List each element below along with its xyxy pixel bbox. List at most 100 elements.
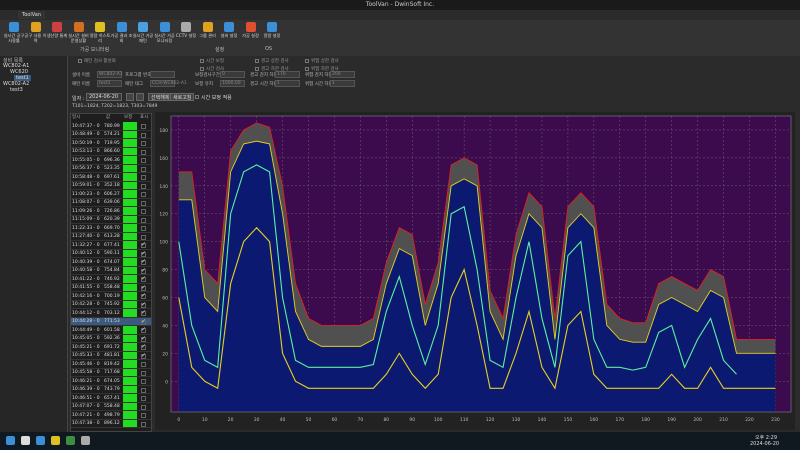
checkbox[interactable]	[78, 59, 82, 63]
checkbox[interactable]	[141, 175, 146, 180]
checkbox[interactable]	[141, 311, 146, 316]
table-row[interactable]	[71, 233, 151, 241]
toolbar-icon[interactable]	[181, 22, 191, 32]
table-row[interactable]	[71, 343, 151, 352]
table-row[interactable]	[71, 190, 151, 199]
table-row[interactable]	[71, 139, 151, 148]
filter-button[interactable]: 새로고침	[170, 93, 195, 101]
checkbox[interactable]	[255, 67, 259, 71]
checkbox[interactable]	[141, 370, 146, 376]
checkbox[interactable]	[141, 268, 146, 274]
toolbar-icon[interactable]	[202, 22, 213, 32]
tab[interactable]: ToolVan	[18, 11, 45, 19]
table-row[interactable]	[71, 326, 151, 335]
toolbar-button[interactable]: 설비 설정	[220, 33, 238, 38]
tree-item[interactable]: WC802-A1	[3, 63, 30, 69]
checkbox[interactable]	[141, 413, 146, 418]
checkbox[interactable]	[141, 302, 146, 308]
field-input[interactable]	[97, 71, 122, 78]
checkbox[interactable]	[305, 59, 309, 63]
tree-item[interactable]: test1	[14, 75, 31, 81]
checkbox[interactable]	[200, 59, 204, 63]
checkbox[interactable]	[141, 387, 146, 393]
checkbox[interactable]	[141, 396, 146, 401]
table-row[interactable]	[71, 199, 151, 207]
field-input[interactable]	[330, 80, 355, 87]
toolbar-icon[interactable]	[245, 22, 256, 32]
tree-item[interactable]: WC802-A2	[3, 81, 30, 87]
table-row[interactable]	[71, 131, 151, 139]
nav-button[interactable]	[136, 93, 144, 101]
toolbar-button[interactable]: 가공 설정	[242, 33, 259, 38]
table-row[interactable]	[71, 335, 151, 343]
checkbox[interactable]	[141, 217, 146, 223]
checkbox[interactable]	[141, 149, 146, 155]
checkbox[interactable]	[141, 294, 146, 299]
tree-item[interactable]: WC620	[10, 69, 28, 75]
toolbar-button[interactable]: 실시간 가공 모니터링	[154, 33, 175, 43]
table-row[interactable]	[71, 250, 151, 258]
table-row[interactable]	[71, 122, 151, 131]
toolbar-icon[interactable]	[159, 22, 170, 32]
taskbar-icon[interactable]	[6, 436, 15, 445]
toolbar-icon[interactable]	[138, 22, 148, 32]
table-row[interactable]	[71, 258, 151, 267]
taskbar-icon[interactable]	[36, 436, 45, 445]
toolbar-button[interactable]: 실시간 가공 패턴	[132, 33, 154, 43]
table-row[interactable]	[71, 173, 151, 182]
toolbar-button[interactable]: 그룹 관리	[199, 33, 216, 38]
field-input[interactable]	[220, 80, 245, 87]
table-row[interactable]	[71, 403, 151, 411]
checkbox[interactable]	[141, 379, 146, 384]
toolbar-button[interactable]: CCTV 설정	[175, 33, 197, 38]
toolbar-button[interactable]: 생산량 통계	[46, 33, 68, 38]
checkbox[interactable]	[255, 59, 259, 63]
checkbox[interactable]	[141, 226, 146, 231]
table-row[interactable]	[71, 352, 151, 360]
taskbar-icon[interactable]	[51, 436, 60, 445]
checkbox[interactable]	[141, 124, 146, 129]
field-input[interactable]	[275, 80, 300, 87]
nav-button[interactable]	[126, 93, 134, 101]
table-row[interactable]	[71, 241, 151, 250]
table-row[interactable]	[71, 207, 151, 216]
checkbox[interactable]	[141, 421, 146, 427]
toolbar-icon[interactable]	[224, 22, 234, 32]
checkbox[interactable]	[200, 67, 204, 71]
taskbar-icon[interactable]	[81, 436, 90, 445]
table-row[interactable]	[71, 377, 151, 386]
checkbox[interactable]	[141, 336, 146, 342]
checkbox[interactable]	[141, 192, 146, 197]
table-row[interactable]	[71, 369, 151, 377]
table-row[interactable]	[71, 317, 151, 326]
tree-item[interactable]: test3	[10, 87, 23, 93]
table-row[interactable]	[71, 148, 151, 156]
toolbar-icon[interactable]	[116, 22, 127, 32]
table-row[interactable]	[71, 156, 151, 165]
checkbox[interactable]	[141, 234, 146, 240]
filter-button[interactable]: 선택해제	[148, 93, 173, 101]
table-row[interactable]	[71, 394, 151, 403]
field-input[interactable]	[275, 71, 300, 78]
table-row[interactable]	[71, 224, 151, 233]
checkbox[interactable]	[141, 362, 146, 367]
field-input[interactable]	[97, 80, 122, 87]
toolbar-button[interactable]: 실시간 공구 사용률	[3, 33, 25, 43]
toolbar-icon[interactable]	[95, 22, 105, 32]
toolbar-icon[interactable]	[267, 22, 277, 32]
table-row[interactable]	[71, 301, 151, 309]
table-row[interactable]	[71, 309, 151, 318]
checkbox[interactable]	[141, 328, 146, 333]
table-row[interactable]	[71, 165, 151, 173]
checkbox[interactable]	[141, 277, 146, 282]
checkbox[interactable]	[141, 260, 146, 265]
toolbar-icon[interactable]	[30, 22, 41, 32]
table-row[interactable]	[71, 267, 151, 275]
field-input[interactable]	[220, 71, 245, 78]
table-row[interactable]	[71, 182, 151, 190]
toolbar-icon[interactable]	[73, 22, 84, 32]
date-input[interactable]: 2024-06-20	[86, 93, 122, 101]
checkbox[interactable]	[141, 200, 146, 206]
taskbar-icon[interactable]	[21, 436, 30, 445]
field-input[interactable]	[330, 71, 355, 78]
